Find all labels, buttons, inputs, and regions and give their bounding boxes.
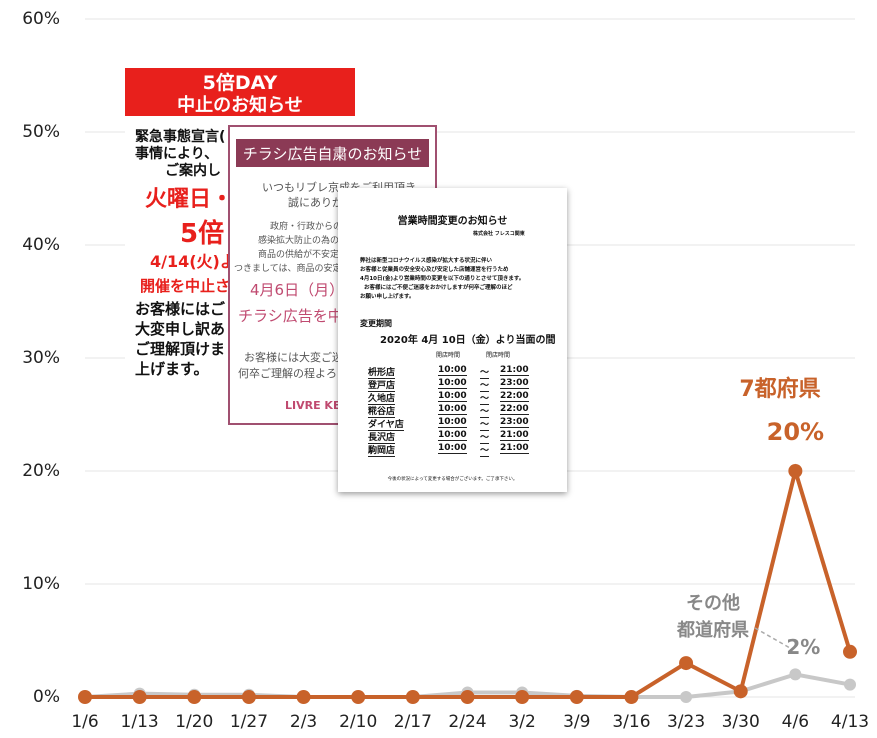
table-cell: 23:00 bbox=[500, 417, 529, 428]
table-cell: 枡形店 bbox=[368, 365, 395, 379]
data-label: 20% bbox=[767, 418, 824, 446]
point bbox=[789, 668, 801, 680]
point bbox=[515, 690, 529, 704]
table-cell: 21:00 bbox=[500, 365, 529, 376]
x-tick-label: 4/6 bbox=[782, 712, 809, 732]
point bbox=[187, 690, 201, 704]
point bbox=[351, 690, 365, 704]
flyer-text: 弊社は新型コロナウイルス感染が拡大する状況に伴い bbox=[360, 256, 492, 264]
x-tick-label: 3/23 bbox=[667, 712, 705, 732]
flyer-text: 何卒ご理解の程よろし bbox=[238, 365, 348, 381]
table-cell: 10:00 bbox=[438, 378, 467, 389]
table-cell: 10:00 bbox=[438, 365, 467, 376]
inset-flyer: 営業時間変更のお知らせ 株式会社 フレスコ関東 弊社は新型コロナウイルス感染が拡… bbox=[338, 188, 567, 492]
point bbox=[679, 656, 693, 670]
table-cell: 〜 bbox=[480, 417, 489, 431]
y-tick-label: 60% bbox=[22, 9, 60, 29]
x-tick-label: 4/13 bbox=[831, 712, 869, 732]
table-cell: 10:00 bbox=[438, 404, 467, 415]
flyer-text: 4/14(火)よ bbox=[150, 248, 236, 272]
table-cell: 久地店 bbox=[368, 391, 395, 405]
table-cell: 21:00 bbox=[500, 430, 529, 441]
table-cell: 〜 bbox=[480, 430, 489, 444]
point bbox=[788, 464, 802, 478]
x-tick-label: 2/10 bbox=[339, 712, 377, 732]
point bbox=[406, 690, 420, 704]
point bbox=[461, 690, 475, 704]
flyer-text: お客様にはご不便ご迷惑をおかけしますが何卒ご理解のほど bbox=[364, 283, 513, 291]
leader-line bbox=[755, 628, 790, 648]
point bbox=[734, 684, 748, 698]
table-cell: 23:00 bbox=[500, 378, 529, 389]
table-cell: 長沢店 bbox=[368, 430, 395, 444]
table-cell: 〜 bbox=[480, 404, 489, 418]
y-tick-label: 0% bbox=[33, 687, 60, 707]
flyer-text: 閉店時間 bbox=[486, 350, 510, 359]
flyer-text: お客様にはご bbox=[135, 298, 225, 319]
x-tick-label: 3/9 bbox=[563, 712, 590, 732]
point bbox=[680, 691, 692, 703]
flyer-text: 5倍 bbox=[180, 213, 224, 250]
y-tick-label: 30% bbox=[22, 348, 60, 368]
table-cell: 登戸店 bbox=[368, 378, 395, 392]
data-label: 2% bbox=[786, 635, 820, 659]
flyer-text: 上げます。 bbox=[135, 358, 209, 379]
table-cell: 〜 bbox=[480, 391, 489, 405]
point bbox=[78, 690, 92, 704]
point bbox=[624, 690, 638, 704]
flyer-text: お願い申し上げます。 bbox=[360, 292, 414, 300]
x-tick-label: 1/27 bbox=[230, 712, 268, 732]
table-cell: 10:00 bbox=[438, 417, 467, 428]
flyer-title: 営業時間変更のお知らせ bbox=[338, 212, 567, 227]
point bbox=[844, 679, 856, 691]
x-tick-label: 3/16 bbox=[612, 712, 650, 732]
point bbox=[843, 645, 857, 659]
y-tick-label: 20% bbox=[22, 461, 60, 481]
table-cell: 21:00 bbox=[500, 443, 529, 454]
table-cell: 〜 bbox=[480, 378, 489, 392]
point bbox=[297, 690, 311, 704]
flyer-text: 株式会社 フレスコ関東 bbox=[473, 230, 525, 237]
flyer-text: ご理解頂けま bbox=[135, 338, 225, 359]
x-tick-label: 2/24 bbox=[448, 712, 486, 732]
x-tick-label: 1/13 bbox=[121, 712, 159, 732]
page: 0% 10% 20% 30% 40% 50% 60% 1/6 1/13 1/20 1/27 2/3 2/… bbox=[0, 0, 877, 738]
x-tick-label: 1/6 bbox=[71, 712, 98, 732]
table-cell: 10:00 bbox=[438, 443, 467, 454]
series-label: 都道府県 bbox=[676, 619, 749, 641]
flyer-text: 4月10日(金)より営業時間の変更を以下の通りとさせて頂きます。 bbox=[360, 274, 524, 282]
flyer-text: お客様と従業員の安全安心及び安定した店舗運営を行うため bbox=[360, 265, 509, 273]
flyer-text: 2020年 4月 10日（金）より当面の間 bbox=[380, 331, 555, 346]
y-tick-label: 50% bbox=[22, 122, 60, 142]
flyer-title: 中止のお知らせ bbox=[125, 91, 355, 117]
x-tick-label: 1/20 bbox=[175, 712, 213, 732]
point bbox=[242, 690, 256, 704]
x-tick-label: 3/30 bbox=[722, 712, 760, 732]
flyer-title: チラシ広告自粛のお知らせ bbox=[236, 143, 429, 164]
table-cell: 22:00 bbox=[500, 391, 529, 402]
table-cell: 糀谷店 bbox=[368, 404, 395, 418]
x-tick-label: 2/17 bbox=[394, 712, 432, 732]
table-cell: 〜 bbox=[480, 443, 489, 457]
flyer-text: 今後の状況によって変更する場合がございます。ご了承下さい。 bbox=[338, 476, 567, 482]
y-tick-label: 10% bbox=[22, 574, 60, 594]
x-tick-label: 3/2 bbox=[508, 712, 535, 732]
point bbox=[570, 690, 584, 704]
flyer-text: 変更期間 bbox=[360, 318, 392, 329]
flyer-text: 開催を中止さ bbox=[140, 275, 230, 296]
table-cell: 22:00 bbox=[500, 404, 529, 415]
table-cell: 10:00 bbox=[438, 391, 467, 402]
series-label: 7都府県 bbox=[739, 376, 820, 402]
point bbox=[133, 690, 147, 704]
table-cell: 〜 bbox=[480, 365, 489, 379]
table-cell: 10:00 bbox=[438, 430, 467, 441]
flyer-text: ご案内し bbox=[165, 160, 221, 180]
table-cell: 駒岡店 bbox=[368, 443, 395, 457]
series-label: その他 bbox=[686, 592, 740, 614]
y-tick-label: 40% bbox=[22, 235, 60, 255]
flyer-text: 開店時間 bbox=[436, 350, 460, 359]
flyer-text: 大変申し訳あ bbox=[135, 318, 225, 339]
table-cell: ダイヤ店 bbox=[368, 417, 404, 431]
x-tick-label: 2/3 bbox=[290, 712, 317, 732]
